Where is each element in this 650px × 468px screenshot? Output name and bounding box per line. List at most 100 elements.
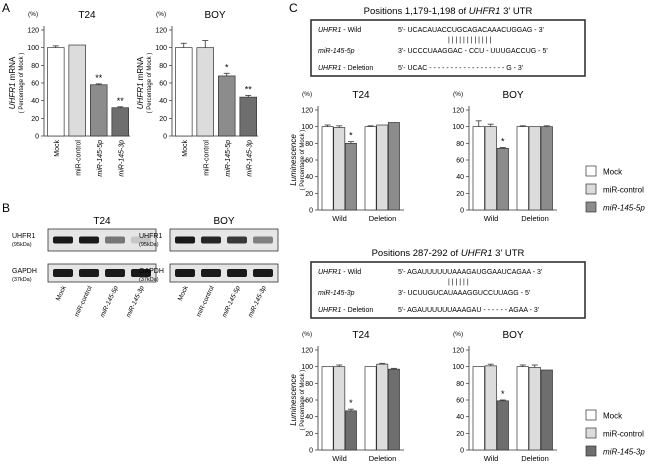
blot-band xyxy=(131,269,151,277)
y-tick-label: 20 xyxy=(456,191,464,198)
blot-lane-label: miR-control xyxy=(73,284,94,318)
blot-size-label: (95kDa) xyxy=(12,242,32,248)
y-axis-label: Luminescence xyxy=(289,374,298,426)
significance-mark: * xyxy=(501,137,505,147)
bar-deletion-mir-145-5p xyxy=(387,122,400,211)
blot-membrane xyxy=(169,263,279,283)
bar-wild-mir-145-5p xyxy=(344,142,357,211)
y-tick-label: 60 xyxy=(159,81,167,88)
x-group-label: Deletion xyxy=(369,454,397,463)
significance-mark: * xyxy=(225,62,229,72)
bar-deletion-mir-control xyxy=(376,124,389,211)
y-axis-label: Luminescence xyxy=(289,134,298,186)
x-tick-label: Mock xyxy=(54,140,61,157)
y-tick-label: 0 xyxy=(163,134,167,141)
y-tick-label: 20 xyxy=(305,191,313,198)
significance-mark: * xyxy=(349,131,353,141)
blot-membrane xyxy=(47,228,157,252)
significance-mark: * xyxy=(349,398,353,408)
chart-c-bottom-boy: 0 20 40 60 80 100 120 (%) BOY * Wild Deletion xyxy=(452,330,557,463)
y-tick-label: 80 xyxy=(305,141,313,148)
sequence-text: 3'- UCCCUAAGGAC - CCU - UUUGACCUG - 5' xyxy=(398,48,548,55)
y-tick-label: 20 xyxy=(31,116,39,123)
panel-label-a: A xyxy=(2,1,10,15)
bar-wild-mock xyxy=(321,126,334,211)
blot-lane-label: miR-145-5p xyxy=(221,285,242,319)
y-tick-label: 20 xyxy=(159,116,167,123)
x-group-label: Wild xyxy=(484,454,499,463)
blot-band xyxy=(131,236,151,244)
blot-size-label: (37kDa) xyxy=(139,277,159,283)
chart-title: BOY xyxy=(502,90,523,101)
blot-protein-label: UHFR1 xyxy=(12,233,35,240)
blot-title: T24 xyxy=(93,216,111,227)
bar-deletion-mock xyxy=(516,126,529,211)
y-tick-label: 80 xyxy=(31,63,39,70)
blot-lane-label: Mock xyxy=(177,284,190,302)
base-pairing-marks: | | | | | | xyxy=(448,279,469,286)
y-tick-label: 100 xyxy=(301,364,313,371)
blot-band xyxy=(53,269,73,277)
y-tick-label: 100 xyxy=(452,124,464,131)
y-axis-sublabel: ( Percentage of Mock ) xyxy=(147,53,153,114)
sequence-alignment-top: Positions 1,179-1,198 of UHFR1 3' UTR UHF… xyxy=(310,6,586,77)
y-tick-label: 100 xyxy=(301,124,313,131)
bar-wild-mir-145-3p xyxy=(344,410,357,451)
bar-deletion-mir-145-5p xyxy=(540,126,553,211)
sequence-alignment-bottom: Positions 287-292 of UHFR1 3' UTR UHFR1 -… xyxy=(310,248,586,319)
blot-size-label: (37kDa) xyxy=(12,277,32,283)
bar-deletion-mir-145-3p xyxy=(540,369,553,451)
y-tick-label: 20 xyxy=(305,431,313,438)
y-tick-label: 60 xyxy=(305,398,313,405)
bar-wild-mir-control xyxy=(333,127,346,211)
sequence-box xyxy=(310,261,586,319)
bar-mir-145-3p xyxy=(239,96,257,137)
legend-label: miR-control xyxy=(603,430,644,439)
blot-protein-label: GAPDH xyxy=(139,268,164,275)
sequence-text: 5'- AGAUUUUUUAAAGAU - - - - - - AGAA - 3… xyxy=(398,307,539,314)
x-group-label: Wild xyxy=(332,454,347,463)
sequence-row-label: miR-145-5p xyxy=(318,48,355,55)
x-tick-label: Mock xyxy=(182,140,189,157)
significance-mark: ** xyxy=(95,73,103,83)
legend-swatch xyxy=(585,165,597,177)
blot-protein-label: UHFR1 xyxy=(139,233,162,240)
y-unit-label: (%) xyxy=(453,91,463,98)
y-tick-label: 40 xyxy=(305,414,313,421)
y-tick-label: 40 xyxy=(456,414,464,421)
chart-c-top-t24: 0 20 40 60 80 100 120 (%) T24 Luminescence ( Perc… xyxy=(289,90,404,223)
legend-label: Mock xyxy=(603,168,623,177)
chart-a-boy: 0 20 40 60 80 100 120 (%) BOY UHFR1 mRNA( Percent… xyxy=(136,10,258,177)
bar-mir-control xyxy=(68,44,86,137)
y-axis-sublabel: ( Percentage of Mock ) xyxy=(300,130,306,191)
y-tick-label: 80 xyxy=(305,381,313,388)
sequence-text: 5'- AGAUUUUUUAAAGAUGGAAUCAGAA - 3' xyxy=(398,269,542,276)
sequence-row-label: UHFR1 - Deletion xyxy=(318,65,373,72)
legend-label: Mock xyxy=(603,412,623,421)
y-tick-label: 0 xyxy=(309,448,313,455)
y-tick-label: 60 xyxy=(456,158,464,165)
legend-swatch xyxy=(585,409,597,421)
blot-band xyxy=(253,236,273,244)
sequence-box xyxy=(310,19,586,77)
bar-deletion-mir-control xyxy=(528,367,541,451)
bar-deletion-mock xyxy=(516,366,529,451)
blot-lane-label: miR-control xyxy=(195,284,216,318)
x-tick-label: miR-145-3p xyxy=(118,140,125,177)
x-group-label: Wild xyxy=(332,214,347,223)
sequence-title: Positions 287-292 of UHFR1 3' UTR xyxy=(372,248,525,259)
blot-band xyxy=(79,269,99,277)
y-axis-label: UHFR1 mRNA xyxy=(136,56,145,109)
y-tick-label: 80 xyxy=(456,381,464,388)
chart-title: BOY xyxy=(204,10,225,21)
x-group-label: Deletion xyxy=(369,214,397,223)
y-tick-label: 100 xyxy=(27,45,39,52)
blot-band xyxy=(227,236,247,244)
bar-wild-mock xyxy=(472,126,485,211)
blot-band xyxy=(53,236,73,244)
sequence-text: 3'- UCUUGUCAUAAAGGUCCUUAGG - 5' xyxy=(398,290,530,297)
bar-deletion-mock xyxy=(364,126,377,211)
y-tick-label: 60 xyxy=(456,398,464,405)
chart-title: T24 xyxy=(352,330,370,341)
